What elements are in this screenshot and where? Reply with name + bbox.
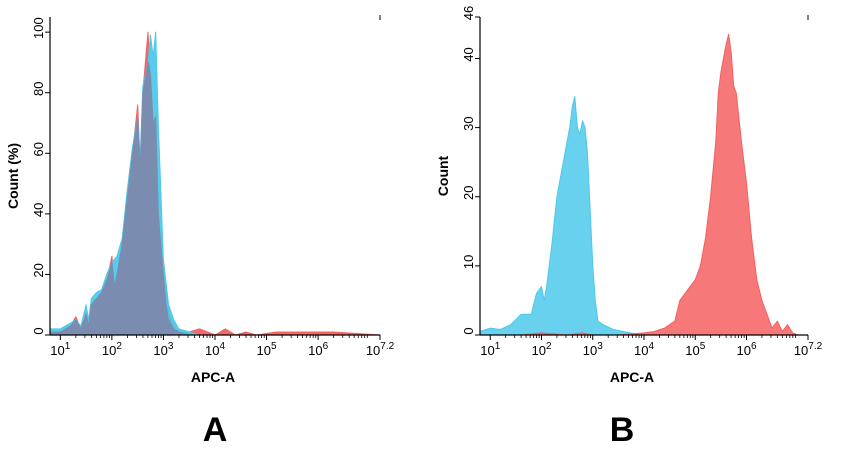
- panel-letter: B: [610, 411, 635, 449]
- histogram-series-0: [49, 31, 381, 336]
- x-axis-title: APC-A: [191, 369, 235, 385]
- x-tick-label: 101: [480, 341, 500, 358]
- y-tick-label: 20: [461, 186, 476, 200]
- x-tick-label: 102: [102, 341, 122, 358]
- y-tick-label: 40: [461, 47, 476, 61]
- x-tick-label: 107.2: [366, 341, 395, 358]
- x-tick-label: 101: [50, 341, 70, 358]
- y-tick-label: 60: [31, 142, 46, 156]
- y-tick-label: 100: [31, 17, 46, 39]
- x-tick-label: 103: [153, 341, 173, 358]
- x-tick-label: 106: [736, 341, 756, 358]
- y-axis-title: Count (%): [5, 143, 21, 209]
- y-tick-label: 0: [31, 327, 46, 334]
- x-tick-label: 102: [531, 341, 551, 358]
- x-tick-label: 107.2: [794, 341, 823, 358]
- histogram-series-0: [479, 96, 645, 336]
- x-tick-label: 105: [685, 341, 705, 358]
- x-tick-label: 103: [583, 341, 603, 358]
- y-tick-label: 0: [461, 327, 476, 334]
- x-tick-label: 104: [634, 341, 654, 358]
- x-tick-label: 104: [205, 341, 225, 358]
- y-tick-label: 80: [31, 81, 46, 95]
- histogram-series-1: [520, 33, 799, 336]
- y-tick-label: 46: [461, 6, 476, 20]
- histogram-series-2: [49, 61, 381, 336]
- y-axis-title: Count: [435, 155, 451, 196]
- x-tick-label: 106: [308, 341, 328, 358]
- histogram-series-1: [49, 31, 381, 336]
- y-tick-label: 40: [31, 203, 46, 217]
- x-tick-label: 105: [257, 341, 277, 358]
- y-tick-label: 20: [31, 263, 46, 277]
- x-axis-title: APC-A: [610, 369, 654, 385]
- panel-b: 101 102 103 104 105 106 107.2 0 10 20 30 40 46 APC-A C…: [435, 6, 823, 449]
- y-tick-label: 10: [461, 255, 476, 269]
- panel-letter: A: [203, 411, 228, 449]
- panel-a: 101 102 103 104 105 106 107.2 0 20 40 60 80 100 APC-A…: [5, 15, 395, 449]
- y-tick-label: 30: [461, 116, 476, 130]
